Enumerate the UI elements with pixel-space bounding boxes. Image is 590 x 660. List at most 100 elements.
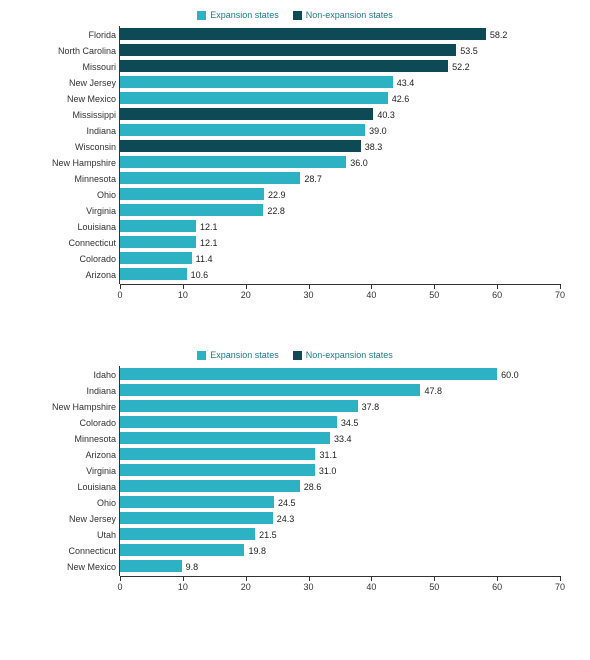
x-tick-label: 40 xyxy=(366,582,376,592)
legend-swatch-expansion xyxy=(197,351,206,360)
bar xyxy=(120,108,373,120)
y-label: Virginia xyxy=(86,206,116,216)
bar-value-label: 28.7 xyxy=(304,174,322,184)
bar xyxy=(120,464,315,476)
x-tick xyxy=(497,576,498,581)
plot-area: FloridaNorth CarolinaMissouriNew JerseyN… xyxy=(0,26,590,306)
x-tick xyxy=(120,576,121,581)
chart-top: Expansion states Non-expansion states Flor… xyxy=(0,10,590,306)
bar xyxy=(120,124,365,136)
bar-value-label: 43.4 xyxy=(397,78,415,88)
x-tick-label: 40 xyxy=(366,290,376,300)
x-tick-label: 50 xyxy=(429,582,439,592)
bar xyxy=(120,204,263,216)
x-tick-label: 60 xyxy=(492,582,502,592)
x-axis: 010203040506070 xyxy=(120,284,560,304)
bar xyxy=(120,432,330,444)
legend-non-expansion: Non-expansion states xyxy=(293,10,393,20)
bar xyxy=(120,528,255,540)
y-label: Indiana xyxy=(86,386,116,396)
bar xyxy=(120,384,420,396)
x-tick-label: 0 xyxy=(117,290,122,300)
bar xyxy=(120,448,315,460)
x-axis-line xyxy=(120,576,560,577)
bar-value-label: 42.6 xyxy=(392,94,410,104)
bar-value-label: 39.0 xyxy=(369,126,387,136)
legend-label-non-expansion: Non-expansion states xyxy=(306,350,393,360)
bar-value-label: 22.8 xyxy=(267,206,285,216)
y-label: Connecticut xyxy=(68,546,116,556)
chart-bottom: Expansion statesNon-expansion statesIdah… xyxy=(0,350,590,598)
bar xyxy=(120,76,393,88)
x-tick-label: 50 xyxy=(429,290,439,300)
bar-value-label: 12.1 xyxy=(200,222,218,232)
x-tick xyxy=(560,284,561,289)
x-tick-label: 10 xyxy=(178,290,188,300)
y-label: New Hampshire xyxy=(52,402,116,412)
bar-value-label: 31.1 xyxy=(319,450,337,460)
legend-swatch-non-expansion xyxy=(293,351,302,360)
x-tick xyxy=(246,576,247,581)
y-label: New Hampshire xyxy=(52,158,116,168)
legend: Expansion states Non-expansion states xyxy=(0,350,590,360)
legend-label-non-expansion: Non-expansion states xyxy=(306,10,393,20)
bar-value-label: 60.0 xyxy=(501,370,519,380)
x-tick-label: 30 xyxy=(304,290,314,300)
legend: Expansion states Non-expansion states xyxy=(0,10,590,20)
bar-value-label: 47.8 xyxy=(424,386,442,396)
x-tick xyxy=(434,284,435,289)
x-tick-label: 30 xyxy=(304,582,314,592)
x-tick xyxy=(309,284,310,289)
legend-expansion: Expansion states xyxy=(197,350,279,360)
y-label: Wisconsin xyxy=(75,142,116,152)
bar-value-label: 52.2 xyxy=(452,62,470,72)
bar-value-label: 40.3 xyxy=(377,110,395,120)
bar-value-label: 24.3 xyxy=(277,514,295,524)
bar-value-label: 38.3 xyxy=(365,142,383,152)
y-label: New Mexico xyxy=(67,94,116,104)
bar-value-label: 10.6 xyxy=(191,270,209,280)
x-tick xyxy=(246,284,247,289)
x-tick xyxy=(183,284,184,289)
y-label: Missouri xyxy=(82,62,116,72)
y-label: Louisiana xyxy=(77,222,116,232)
bar xyxy=(120,512,273,524)
y-label: Minnesota xyxy=(74,174,116,184)
bar xyxy=(120,560,182,572)
legend-non-expansion: Non-expansion states xyxy=(293,350,393,360)
legend-swatch-expansion xyxy=(197,11,206,20)
y-label: North Carolina xyxy=(58,46,116,56)
x-tick xyxy=(371,284,372,289)
bar-value-label: 34.5 xyxy=(341,418,359,428)
y-label: Florida xyxy=(88,30,116,40)
x-tick-label: 10 xyxy=(178,582,188,592)
x-axis-line xyxy=(120,284,560,285)
bar xyxy=(120,496,274,508)
bar-value-label: 53.5 xyxy=(460,46,478,56)
bar-value-label: 31.0 xyxy=(319,466,337,476)
y-label: New Jersey xyxy=(69,514,116,524)
bars-container: 60.047.837.834.533.431.131.028.624.524.3… xyxy=(120,366,560,576)
y-label: Utah xyxy=(97,530,116,540)
y-label: Louisiana xyxy=(77,482,116,492)
x-tick xyxy=(434,576,435,581)
bar xyxy=(120,140,361,152)
x-tick-label: 70 xyxy=(555,582,565,592)
bar-value-label: 12.1 xyxy=(200,238,218,248)
legend-expansion: Expansion states xyxy=(197,10,279,20)
y-axis: IdahoIndianaNew HampshireColoradoMinneso… xyxy=(0,366,120,576)
x-tick xyxy=(560,576,561,581)
bar-value-label: 36.0 xyxy=(350,158,368,168)
x-tick xyxy=(497,284,498,289)
bar-value-label: 33.4 xyxy=(334,434,352,444)
bar xyxy=(120,480,300,492)
x-tick-label: 70 xyxy=(555,290,565,300)
y-label: Colorado xyxy=(79,254,116,264)
bar xyxy=(120,220,196,232)
bar-value-label: 19.8 xyxy=(248,546,266,556)
y-label: Virginia xyxy=(86,466,116,476)
bar xyxy=(120,368,497,380)
plot-area: IdahoIndianaNew HampshireColoradoMinneso… xyxy=(0,366,590,598)
bar xyxy=(120,92,388,104)
bar xyxy=(120,268,187,280)
